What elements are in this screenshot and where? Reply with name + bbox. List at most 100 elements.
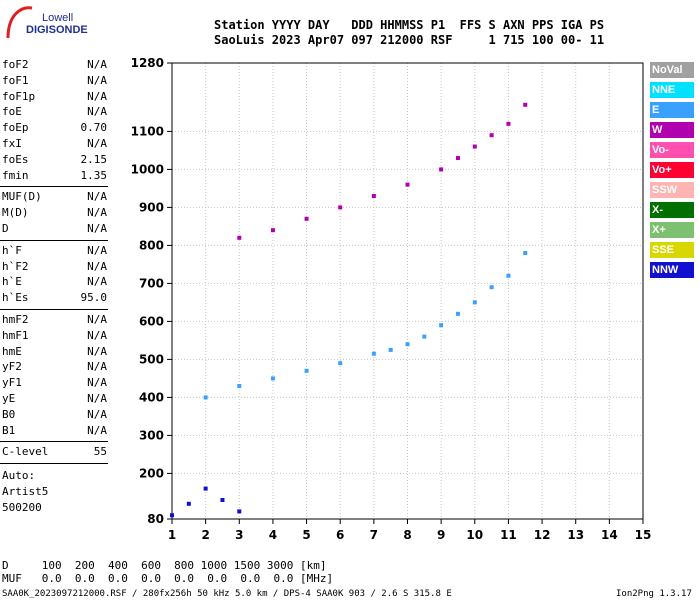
param-row: B0 N/A — [2, 408, 107, 424]
param-row: hmE N/A — [2, 345, 107, 361]
param-value: N/A — [87, 73, 107, 87]
x-tick-label: 14 — [601, 528, 618, 542]
param-name: h`E — [2, 275, 22, 289]
legend-item-w: W — [650, 122, 694, 138]
param-value: N/A — [87, 328, 107, 342]
param-name: yF1 — [2, 376, 22, 390]
param-name: foF1 — [2, 73, 29, 87]
x-tick-label: 15 — [635, 528, 652, 542]
data-point — [371, 194, 376, 198]
param-name: foE — [2, 105, 22, 119]
data-point — [338, 361, 343, 366]
x-tick-label: 11 — [500, 528, 517, 542]
param-name: foF1p — [2, 89, 36, 103]
data-point — [203, 395, 208, 400]
data-point — [455, 156, 460, 160]
param-row: M(D) N/A — [2, 206, 107, 222]
data-point — [304, 368, 309, 373]
data-point — [170, 513, 174, 518]
param-separator — [0, 239, 108, 241]
x-tick-label: 8 — [403, 528, 411, 542]
y-tick-label: 500 — [139, 352, 164, 366]
param-name: MUF(D) — [2, 190, 42, 204]
param-name: h`Es — [2, 291, 29, 305]
legend-item-vominus: Vo+ — [650, 162, 694, 178]
data-point — [270, 376, 275, 381]
param-row: h`Es 95.0 — [2, 291, 107, 307]
param-row: foE N/A — [2, 105, 107, 121]
param-name: foEs — [2, 152, 29, 166]
x-tick-label: 5 — [302, 528, 310, 542]
data-point — [523, 251, 528, 255]
autoscaling-line: 500200 — [2, 500, 42, 514]
param-value: 2.15 — [80, 152, 108, 166]
logo-text-digisonde: DIGISONDE — [26, 24, 88, 36]
data-point — [186, 501, 191, 506]
param-name: hmF2 — [2, 313, 29, 326]
param-row: fxI N/A — [2, 137, 107, 153]
data-point — [439, 167, 444, 172]
param-value: N/A — [87, 137, 107, 150]
data-point — [371, 351, 376, 356]
param-row: foF1p N/A — [2, 90, 107, 106]
legend-item-xminus: X+ — [650, 222, 694, 238]
param-value: 55 — [93, 445, 107, 459]
param-name: B0 — [2, 407, 16, 421]
x-tick-label: 9 — [437, 528, 445, 542]
param-name: hmE — [2, 344, 22, 358]
param-name: C-level — [2, 445, 49, 459]
footer-file-info: SAA0K_2023097212000.RSF / 280fx256h 50 k… — [2, 589, 452, 599]
data-point — [489, 133, 494, 138]
param-row: yE N/A — [2, 392, 107, 408]
param-name: yE — [2, 392, 16, 405]
x-tick-label: 7 — [370, 528, 378, 542]
x-tick-label: 13 — [567, 528, 584, 542]
param-name: D — [2, 222, 9, 235]
param-name: h`F2 — [2, 259, 29, 273]
param-value: N/A — [87, 376, 107, 390]
param-name: fxI — [2, 137, 22, 150]
param-separator — [0, 441, 108, 443]
footer-version: Ion2Png 1.3.17 — [616, 589, 692, 599]
legend-item-nne: NNE — [650, 82, 694, 98]
param-value: N/A — [87, 206, 107, 220]
param-name: h`F — [2, 243, 22, 257]
param-value: N/A — [87, 222, 107, 235]
param-name: foEp — [2, 121, 29, 135]
param-separator — [0, 186, 108, 188]
data-point — [405, 182, 410, 187]
param-row: hmF1 N/A — [2, 329, 107, 345]
param-row: fmin 1.35 — [2, 169, 107, 185]
param-row: hmF2 N/A — [2, 313, 107, 329]
data-point — [237, 384, 242, 388]
param-value: N/A — [87, 275, 107, 289]
ionogram-chart: 1 2 3 4 5 6 7 8 9 10 11 12 13 14 158020030040050060070… — [131, 56, 652, 542]
data-point — [237, 235, 242, 240]
data-point — [506, 121, 511, 126]
param-value: N/A — [87, 243, 107, 257]
param-name: M(D) — [2, 206, 29, 220]
muf-row: MUF 0.0 0.0 0.0 0.0 0.0 0.0 0.0 0.0 [MHz… — [2, 572, 334, 585]
data-point — [338, 205, 343, 210]
x-tick-label: 3 — [235, 528, 243, 542]
param-name: hmF1 — [2, 328, 29, 342]
data-point — [405, 342, 410, 347]
param-row: MUF(D) N/A — [2, 190, 107, 206]
data-point — [422, 334, 427, 339]
param-row: D N/A — [2, 222, 107, 238]
param-row: foF2 N/A — [2, 58, 107, 74]
station-header-line-2: SaoLuis 2023 Apr07 097 212000 RSF 1 715 … — [214, 33, 605, 47]
param-value: N/A — [87, 313, 107, 326]
param-row: foEs 2.15 — [2, 153, 107, 169]
param-row: yF2 N/A — [2, 360, 107, 376]
data-point — [439, 323, 444, 328]
param-row: yF1 N/A — [2, 376, 107, 392]
y-tick-label: 1000 — [131, 162, 164, 176]
data-point — [304, 216, 309, 221]
param-value: N/A — [87, 423, 107, 437]
autoscaling-line: Artist5 — [2, 485, 49, 498]
param-row: h`F N/A — [2, 244, 107, 260]
param-name: yF2 — [2, 360, 22, 374]
distance-row: D 100 200 400 600 800 1000 1500 3000 [km… — [2, 559, 327, 572]
param-value: N/A — [87, 58, 107, 71]
